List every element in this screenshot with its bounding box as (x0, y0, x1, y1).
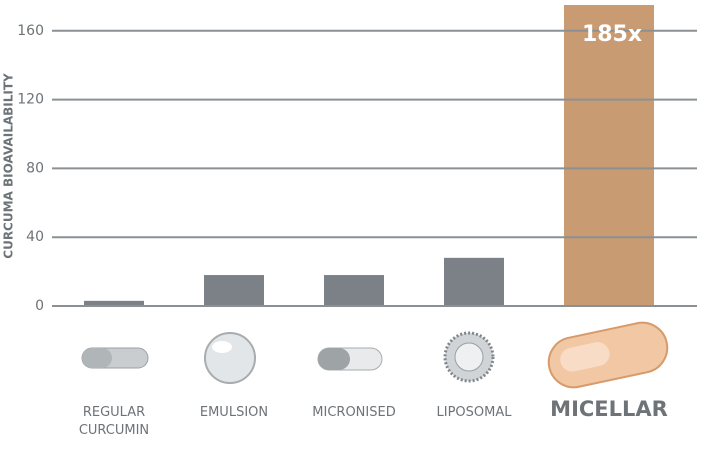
y-tick-label: 80 (26, 160, 44, 176)
value-label: 185x (582, 22, 642, 47)
y-axis-label: CURCUMA BIOAVAILABILITY (2, 73, 16, 259)
bar (564, 5, 654, 307)
y-tick-label: 160 (17, 23, 44, 39)
y-tick-label: 40 (26, 229, 44, 245)
bar (204, 275, 264, 306)
x-tick-label: LIPOSOMAL (436, 405, 512, 420)
bar (444, 257, 504, 306)
bar (84, 300, 144, 306)
x-tick-label: MICELLAR (550, 397, 668, 421)
x-tick-label: MICRONISED (312, 405, 396, 420)
y-tick-label: 0 (35, 298, 44, 314)
bar (324, 275, 384, 306)
y-tick-label: 120 (17, 92, 44, 108)
x-tick-label: REGULAR CURCUMIN (78, 405, 150, 438)
x-tick-label: EMULSION (199, 405, 269, 420)
bars (84, 5, 654, 307)
icons (81, 321, 669, 389)
